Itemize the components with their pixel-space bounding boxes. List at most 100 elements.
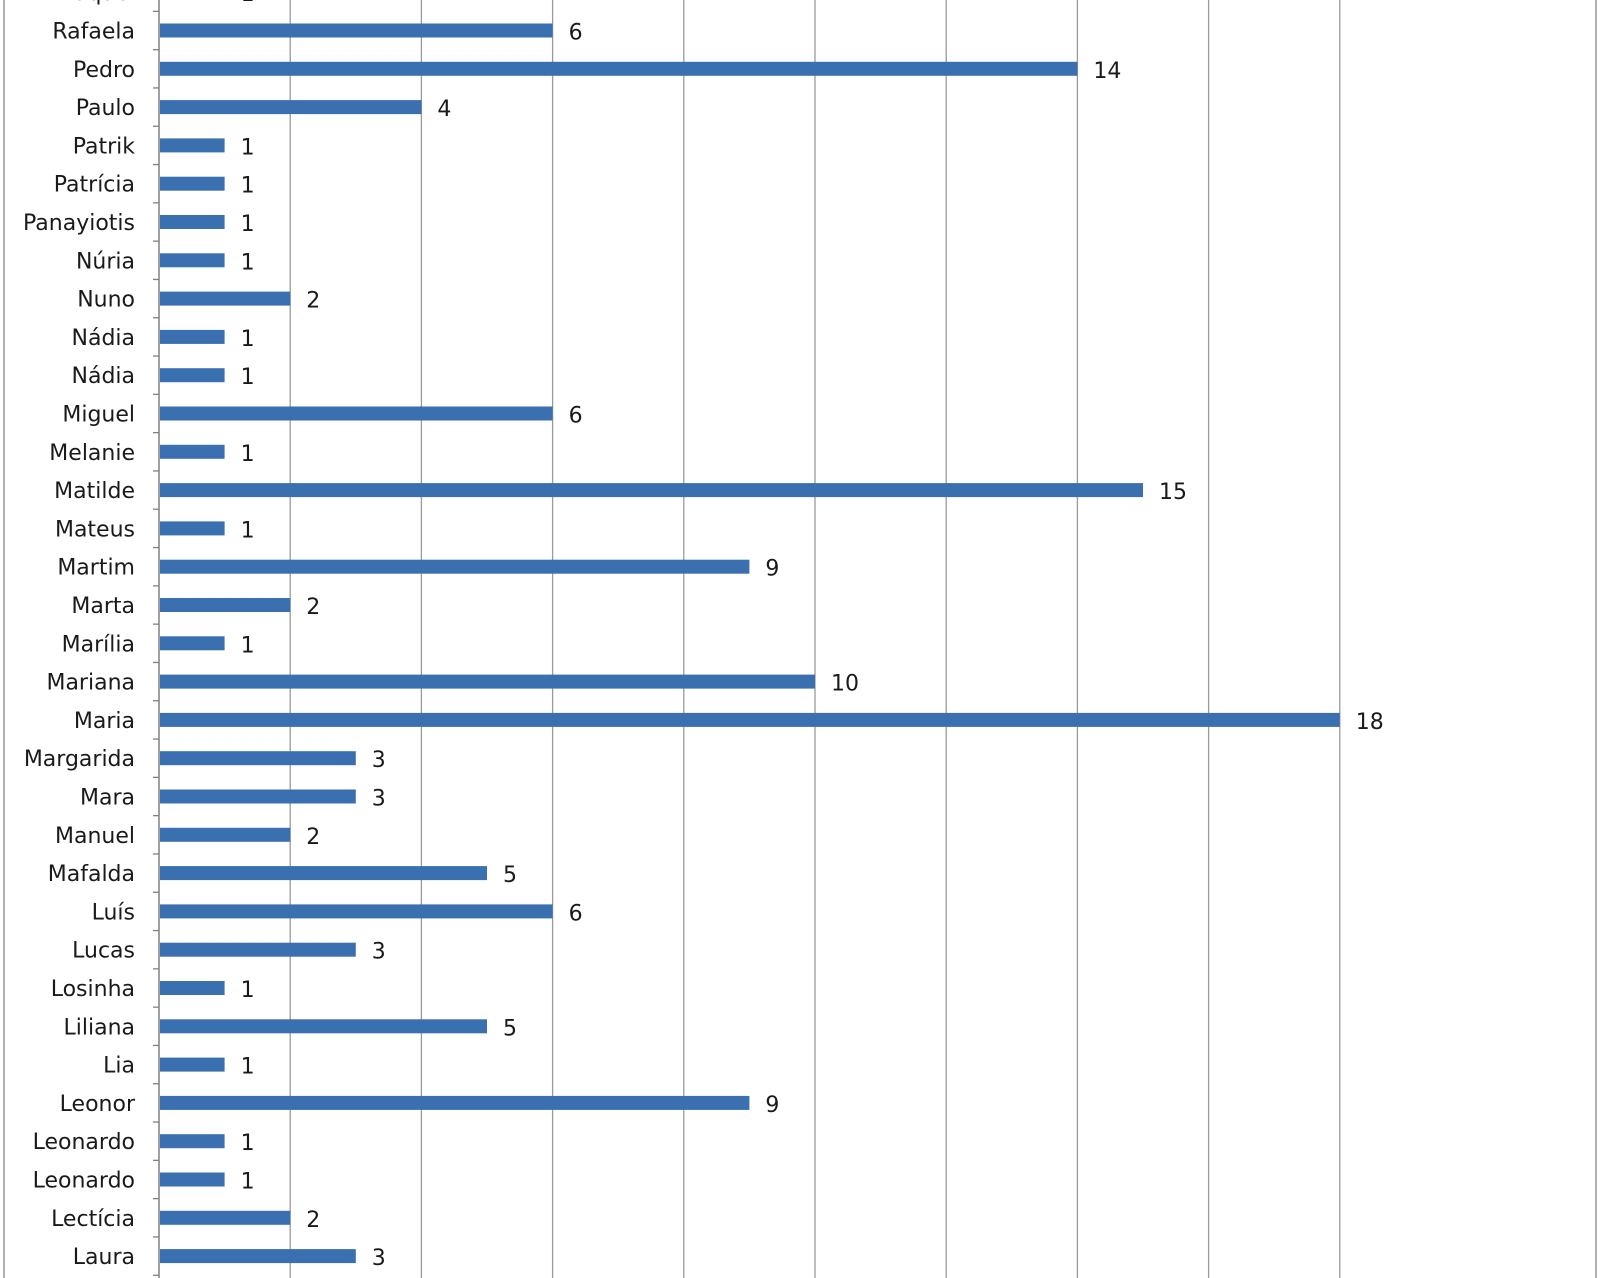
- category-label: Mateus: [55, 517, 135, 542]
- bar: [160, 483, 1143, 498]
- data-label: 9: [765, 557, 779, 582]
- category-label: Losinha: [51, 977, 135, 1002]
- category-label: Nádia: [72, 326, 136, 351]
- bar: [160, 636, 225, 651]
- data-label: 1: [241, 633, 255, 658]
- data-label: 1: [241, 442, 255, 467]
- category-label: Patrik: [73, 134, 136, 159]
- category-label: Mafalda: [48, 862, 135, 887]
- bar: [160, 559, 750, 574]
- data-label: 5: [503, 863, 517, 888]
- data-label: 1: [241, 978, 255, 1003]
- data-label: 1: [241, 174, 255, 199]
- data-label: 1: [241, 212, 255, 237]
- category-label: Maria: [74, 709, 135, 734]
- bar: [160, 1057, 225, 1072]
- bar: [160, 406, 553, 421]
- data-label: 4: [437, 97, 451, 122]
- bar: [160, 329, 225, 344]
- bar: [160, 291, 291, 306]
- category-label: Margarida: [24, 747, 135, 772]
- data-label: 1: [241, 135, 255, 160]
- category-label: Matilde: [54, 479, 135, 504]
- bar: [160, 904, 553, 919]
- data-label: 18: [1356, 710, 1384, 735]
- data-label: 2: [306, 1208, 320, 1233]
- bar: [160, 521, 225, 536]
- bar: [160, 444, 225, 459]
- data-label: 3: [372, 1246, 386, 1271]
- category-label: Laura: [73, 1245, 135, 1270]
- data-label: 6: [569, 21, 583, 46]
- data-label: 6: [569, 404, 583, 429]
- data-label: 10: [831, 672, 859, 697]
- data-label: 1: [241, 518, 255, 543]
- bar: [160, 1172, 225, 1187]
- category-labels: Raquel Rafaela Pedro Paulo Patrik Patrícia Pan…: [23, 0, 136, 1270]
- data-label: 1: [241, 327, 255, 352]
- data-labels: 16144111121161151921101833256315191123: [241, 0, 1384, 1271]
- gridlines: [289, 0, 1341, 1278]
- data-label: 3: [372, 940, 386, 965]
- data-label: 1: [241, 0, 255, 7]
- bar: [160, 789, 356, 804]
- category-label: Leonardo: [33, 1130, 135, 1155]
- category-label: Marília: [62, 632, 135, 657]
- data-label: 1: [241, 1055, 255, 1080]
- category-label: Raquel: [59, 0, 135, 6]
- data-label: 1: [241, 1131, 255, 1156]
- data-label: 6: [569, 901, 583, 926]
- bar: [160, 1249, 356, 1264]
- bar: [160, 176, 225, 191]
- bar: [160, 712, 1340, 727]
- data-label: 1: [241, 365, 255, 390]
- category-label: Melanie: [49, 441, 135, 466]
- category-label: Luís: [92, 900, 135, 925]
- bar: [160, 1019, 487, 1034]
- category-label: Lucas: [72, 939, 135, 964]
- category-label: Panayiotis: [23, 211, 135, 236]
- category-label: Pedro: [73, 58, 135, 83]
- bar: [160, 368, 225, 383]
- data-label: 5: [503, 1016, 517, 1041]
- category-label: Rafaela: [52, 20, 135, 45]
- bar: [160, 61, 1078, 76]
- bar: [160, 138, 225, 153]
- bar: [160, 215, 225, 229]
- bar: [160, 981, 225, 995]
- bar: [160, 674, 815, 689]
- data-label: 3: [372, 787, 386, 812]
- axes: [3, 0, 1597, 1278]
- category-label: Núria: [76, 249, 135, 274]
- category-label: Martim: [57, 556, 135, 581]
- category-label: Leonor: [60, 1092, 136, 1117]
- category-label: Nuno: [77, 288, 135, 313]
- bar: [160, 1134, 225, 1149]
- data-label: 3: [372, 748, 386, 773]
- data-label: 2: [306, 289, 320, 314]
- bar: [160, 751, 356, 766]
- category-label: Paulo: [76, 96, 135, 121]
- bar: [160, 598, 291, 612]
- bars: [160, 23, 1340, 1264]
- bar: [160, 253, 225, 268]
- category-label: Lia: [103, 1054, 135, 1079]
- category-label: Patrícia: [54, 173, 135, 198]
- category-label: Mara: [80, 786, 135, 811]
- bar: [160, 100, 422, 115]
- bar: [160, 1210, 291, 1225]
- data-label: 2: [306, 595, 320, 620]
- category-label: Nádia: [72, 364, 136, 389]
- data-label: 2: [306, 825, 320, 850]
- category-label: Leonardo: [33, 1169, 135, 1194]
- data-label: 1: [241, 250, 255, 275]
- data-label: 15: [1159, 480, 1187, 505]
- data-label: 1: [241, 1170, 255, 1195]
- data-label: 9: [765, 1093, 779, 1118]
- bar: [160, 866, 487, 881]
- bar: [160, 23, 553, 38]
- bar: [160, 1095, 750, 1110]
- bar: [160, 942, 356, 957]
- category-label: Lectícia: [51, 1207, 135, 1232]
